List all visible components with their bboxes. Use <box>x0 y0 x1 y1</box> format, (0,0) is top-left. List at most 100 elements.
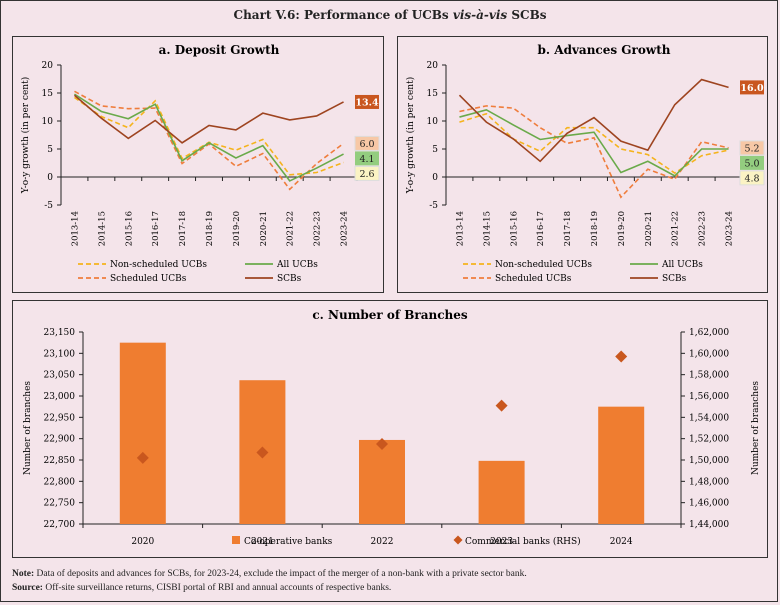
y-tick-label: 22,750 <box>44 499 76 509</box>
x-tick-label: 2022-23 <box>698 211 708 246</box>
legend-label: Non-scheduled UCBs <box>495 260 592 270</box>
y-tick-label: 22,900 <box>44 435 76 445</box>
series-line-scheduled <box>459 105 729 199</box>
x-tick-label: 2023-24 <box>340 211 350 246</box>
end-label-bg <box>740 80 764 95</box>
x-tick-label: 2013-14 <box>455 211 465 246</box>
note-line: Note: Data of deposits and advances for … <box>12 567 527 581</box>
source-line: Source: Off-site surveillance returns, C… <box>12 581 527 595</box>
end-label-bg <box>355 151 379 166</box>
footnotes: Note: Data of deposits and advances for … <box>12 567 527 595</box>
y-tick-label-right: 1,50,000 <box>689 456 729 466</box>
series-line-all-ucbs <box>459 108 729 177</box>
legend-label: All UCBs <box>276 260 318 270</box>
main-title-prefix: Chart V.6: Performance of UCBs <box>233 8 453 22</box>
y-tick-label-right: 1,52,000 <box>689 435 729 445</box>
source-label: Source: <box>12 583 43 593</box>
y-tick-label: -5 <box>44 201 53 211</box>
series-line-all-ucbs <box>74 93 344 182</box>
series-line-non-scheduled <box>73 96 344 176</box>
x-tick-label: 2014-15 <box>97 211 107 246</box>
legend-label: Scheduled UCBs <box>110 274 187 284</box>
y-tick-label-right: 1,46,000 <box>689 499 729 509</box>
x-tick-label: 2020-21 <box>259 211 269 246</box>
x-tick-label: 2013-14 <box>70 211 80 246</box>
x-tick-label: 2021-22 <box>286 211 296 246</box>
x-tick-label: 2020-21 <box>644 211 654 246</box>
marker-commercial-banks <box>136 451 149 464</box>
x-tick-label: 2022 <box>371 537 394 547</box>
y-tick-label: 23,050 <box>44 371 76 381</box>
y-tick-label: 5 <box>47 145 53 155</box>
end-label-scbs: 16.0 <box>740 83 764 94</box>
y-tick-label-right: 1,44,000 <box>689 520 729 530</box>
deposit-growth-panel: a. Deposit Growth -5 0 5 10 15 20 Y-o-y growth … <box>12 36 384 293</box>
end-label-all-ucbs: 5.0 <box>744 158 759 169</box>
series-line-scheduled <box>74 90 345 191</box>
y-tick-label-right: 1,48,000 <box>689 477 729 487</box>
y-tick-label: 22,850 <box>44 456 76 466</box>
end-label-bg <box>739 170 765 186</box>
main-title-italic: vis-à-vis <box>452 8 508 22</box>
chart-title: a. Deposit Growth <box>159 43 280 57</box>
end-label-scheduled: 5.2 <box>744 143 759 154</box>
deposit-growth-chart: a. Deposit Growth -5 0 5 10 15 20 Y-o-y growth … <box>20 43 380 284</box>
x-tick-label: 2018-19 <box>590 211 600 246</box>
y-tick-label-right: 1,60,000 <box>689 349 729 359</box>
series-line-scbs <box>73 94 344 144</box>
x-tick-label: 2021-22 <box>671 211 681 246</box>
y-tick-label: 15 <box>427 89 439 99</box>
end-label-non-scheduled: 2.6 <box>359 169 374 180</box>
legend-label: Co-operative banks <box>244 537 333 547</box>
end-label-bg <box>354 135 380 151</box>
x-tick-label: 2019-20 <box>617 211 627 246</box>
y-tick-label: 20 <box>42 61 54 71</box>
x-tick-label: 2022-23 <box>313 211 323 246</box>
x-tick-label: 2016-17 <box>151 211 161 246</box>
end-label-scheduled: 6.0 <box>359 139 374 150</box>
y-axis-label: Y-o-y growth (in per cent) <box>20 77 31 194</box>
y-tick-label-right: 1,54,000 <box>689 413 729 423</box>
end-label-scbs: 13.4 <box>355 97 379 108</box>
x-tick-label: 2016-17 <box>536 211 546 246</box>
bar-co-operative-banks <box>598 406 645 524</box>
x-tick-label: 2023 <box>490 537 513 547</box>
series-line-scbs <box>458 78 729 163</box>
legend-swatch-co-operative-banks <box>232 536 240 544</box>
x-tick-label: 2024 <box>610 537 633 547</box>
y-tick-label: 10 <box>42 117 54 127</box>
y-axis-label-left: Number of branches <box>23 381 33 475</box>
marker-commercial-banks <box>495 399 508 412</box>
note-text: Data of deposits and advances for SCBs, … <box>34 569 527 579</box>
y-tick-label: 0 <box>432 173 438 183</box>
series-line-non-scheduled <box>459 112 729 175</box>
end-label-all-ucbs: 4.1 <box>359 154 374 165</box>
y-tick-label: 23,100 <box>44 349 76 359</box>
y-tick-label: 0 <box>47 173 53 183</box>
end-label-non-scheduled: 4.8 <box>744 173 759 184</box>
y-tick-label: -5 <box>429 201 438 211</box>
chart-title: c. Number of Branches <box>312 308 468 322</box>
note-label: Note: <box>12 569 35 579</box>
branches-panel: c. Number of Branches 22,700 22,750 22,800 2… <box>12 300 768 558</box>
x-tick-label: 2014-15 <box>482 211 492 246</box>
marker-commercial-banks <box>615 350 628 363</box>
y-tick-label: 15 <box>42 89 54 99</box>
y-tick-label-right: 1,58,000 <box>689 371 729 381</box>
legend-label: Scheduled UCBs <box>495 274 572 284</box>
x-tick-label: 2015-16 <box>124 211 134 246</box>
bar-co-operative-banks <box>119 342 166 524</box>
end-label-bg <box>354 165 380 181</box>
advances-growth-chart: b. Advances Growth -5 0 5 10 15 20 Y-o-y growth… <box>405 43 765 284</box>
bar-co-operative-banks <box>478 460 525 524</box>
branches-chart: c. Number of Branches 22,700 22,750 22,800 2… <box>23 308 761 547</box>
x-tick-label: 2020 <box>131 537 154 547</box>
legend-label: Non-scheduled UCBs <box>110 260 207 270</box>
legend-label: SCBs <box>277 274 302 284</box>
x-tick-label: 2021 <box>251 537 274 547</box>
end-label-bg <box>739 140 765 156</box>
marker-commercial-banks <box>256 446 269 459</box>
x-tick-label: 2015-16 <box>509 211 519 246</box>
y-tick-label: 22,800 <box>44 477 76 487</box>
